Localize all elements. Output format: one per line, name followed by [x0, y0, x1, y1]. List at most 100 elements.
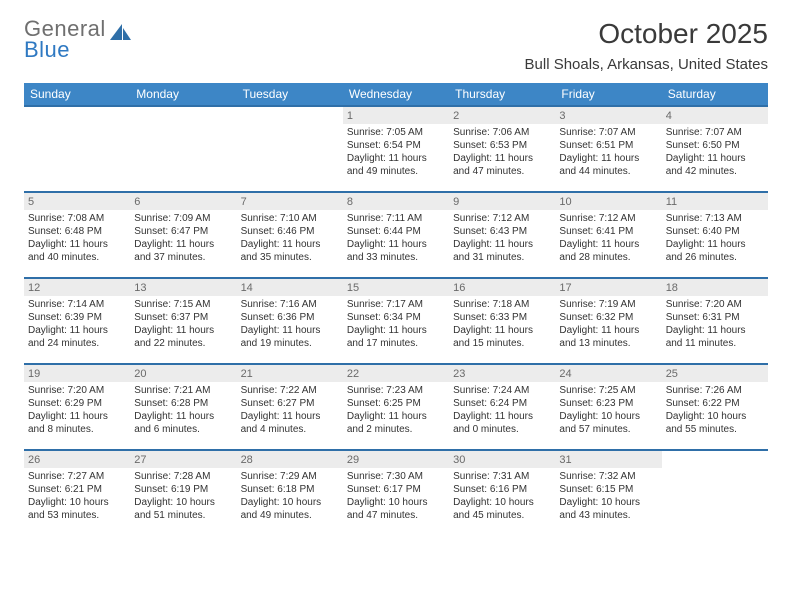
calendar-day-cell: 6Sunrise: 7:09 AMSunset: 6:47 PMDaylight… [130, 191, 236, 277]
daylight-line: Daylight: 10 hours and 47 minutes. [347, 496, 445, 522]
sunset-line: Sunset: 6:27 PM [241, 397, 339, 410]
daylight-line: Daylight: 10 hours and 57 minutes. [559, 410, 657, 436]
daylight-line: Daylight: 11 hours and 19 minutes. [241, 324, 339, 350]
weekday-header: Sunday [24, 83, 130, 105]
day-number: 25 [666, 368, 678, 380]
day-number: 4 [666, 110, 672, 122]
calendar-day-cell: 4Sunrise: 7:07 AMSunset: 6:50 PMDaylight… [662, 105, 768, 191]
sunrise-line: Sunrise: 7:28 AM [134, 470, 232, 483]
day-number: 8 [347, 196, 353, 208]
day-number: 3 [559, 110, 565, 122]
weekday-header: Monday [130, 83, 236, 105]
calendar-day-cell: 9Sunrise: 7:12 AMSunset: 6:43 PMDaylight… [449, 191, 555, 277]
daylight-line: Daylight: 11 hours and 31 minutes. [453, 238, 551, 264]
daylight-line: Daylight: 11 hours and 2 minutes. [347, 410, 445, 436]
sunset-line: Sunset: 6:16 PM [453, 483, 551, 496]
day-number: 16 [453, 282, 465, 294]
sunrise-line: Sunrise: 7:16 AM [241, 298, 339, 311]
calendar-day-cell: 29Sunrise: 7:30 AMSunset: 6:17 PMDayligh… [343, 449, 449, 535]
calendar-day-cell: 10Sunrise: 7:12 AMSunset: 6:41 PMDayligh… [555, 191, 661, 277]
sunrise-line: Sunrise: 7:17 AM [347, 298, 445, 311]
calendar-day-cell: 18 Sunrise: 7:20 AMSunset: 6:31 PMDayligh… [662, 277, 768, 363]
day-number: 18 [666, 282, 678, 294]
calendar-day-cell: 1Sunrise: 7:05 AMSunset: 6:54 PMDaylight… [343, 105, 449, 191]
calendar-week-row: 5Sunrise: 7:08 AMSunset: 6:48 PMDaylight… [24, 191, 768, 277]
sunrise-line: Sunrise: 7:20 AM [666, 298, 764, 311]
day-number: 17 [559, 282, 571, 294]
day-number: 9 [453, 196, 459, 208]
day-number: 7 [241, 196, 247, 208]
day-number: 21 [241, 368, 253, 380]
daylight-line: Daylight: 11 hours and 42 minutes. [666, 152, 764, 178]
day-number: 23 [453, 368, 465, 380]
daylight-line: Daylight: 11 hours and 26 minutes. [666, 238, 764, 264]
daylight-line: Daylight: 11 hours and 22 minutes. [134, 324, 232, 350]
sunrise-line: Sunrise: 7:24 AM [453, 384, 551, 397]
sunrise-line: Sunrise: 7:11 AM [347, 212, 445, 225]
day-number: 28 [241, 454, 253, 466]
sunset-line: Sunset: 6:19 PM [134, 483, 232, 496]
calendar-day-cell [130, 105, 236, 191]
calendar-day-cell: 8Sunrise: 7:11 AMSunset: 6:44 PMDaylight… [343, 191, 449, 277]
daylight-line: Daylight: 10 hours and 43 minutes. [559, 496, 657, 522]
day-number: 30 [453, 454, 465, 466]
day-number: 6 [134, 196, 140, 208]
sunset-line: Sunset: 6:17 PM [347, 483, 445, 496]
sunset-line: Sunset: 6:23 PM [559, 397, 657, 410]
month-title: October 2025 [525, 18, 768, 50]
daylight-line: Daylight: 11 hours and 8 minutes. [28, 410, 126, 436]
sunrise-line: Sunrise: 7:08 AM [28, 212, 126, 225]
calendar-day-cell: 30Sunrise: 7:31 AMSunset: 6:16 PMDayligh… [449, 449, 555, 535]
calendar-day-cell: 20Sunrise: 7:21 AMSunset: 6:28 PMDayligh… [130, 363, 236, 449]
daylight-line: Daylight: 11 hours and 11 minutes. [666, 324, 764, 350]
sunset-line: Sunset: 6:31 PM [666, 311, 764, 324]
sunset-line: Sunset: 6:47 PM [134, 225, 232, 238]
daylight-line: Daylight: 11 hours and 33 minutes. [347, 238, 445, 264]
sunset-line: Sunset: 6:33 PM [453, 311, 551, 324]
sunset-line: Sunset: 6:32 PM [559, 311, 657, 324]
calendar-week-row: 26Sunrise: 7:27 AMSunset: 6:21 PMDayligh… [24, 449, 768, 535]
sunset-line: Sunset: 6:37 PM [134, 311, 232, 324]
weekday-header: Thursday [449, 83, 555, 105]
brand-sail-icon [110, 24, 132, 47]
location-text: Bull Shoals, Arkansas, United States [525, 56, 768, 73]
weekday-header: Friday [555, 83, 661, 105]
daylight-line: Daylight: 10 hours and 51 minutes. [134, 496, 232, 522]
calendar-day-cell: 25Sunrise: 7:26 AMSunset: 6:22 PMDayligh… [662, 363, 768, 449]
sunset-line: Sunset: 6:36 PM [241, 311, 339, 324]
sunset-line: Sunset: 6:41 PM [559, 225, 657, 238]
sunrise-line: Sunrise: 7:13 AM [666, 212, 764, 225]
day-number: 26 [28, 454, 40, 466]
sunset-line: Sunset: 6:39 PM [28, 311, 126, 324]
sunrise-line: Sunrise: 7:12 AM [453, 212, 551, 225]
day-number: 27 [134, 454, 146, 466]
sunset-line: Sunset: 6:51 PM [559, 139, 657, 152]
calendar-day-cell: 14Sunrise: 7:16 AMSunset: 6:36 PMDayligh… [237, 277, 343, 363]
sunset-line: Sunset: 6:34 PM [347, 311, 445, 324]
brand-word-2: Blue [24, 39, 106, 61]
weekday-header-row: SundayMondayTuesdayWednesdayThursdayFrid… [24, 83, 768, 105]
calendar-day-cell: 16Sunrise: 7:18 AMSunset: 6:33 PMDayligh… [449, 277, 555, 363]
calendar-day-cell: 31Sunrise: 7:32 AMSunset: 6:15 PMDayligh… [555, 449, 661, 535]
daylight-line: Daylight: 11 hours and 24 minutes. [28, 324, 126, 350]
calendar-day-cell: 7Sunrise: 7:10 AMSunset: 6:46 PMDaylight… [237, 191, 343, 277]
calendar-day-cell: 26Sunrise: 7:27 AMSunset: 6:21 PMDayligh… [24, 449, 130, 535]
sunset-line: Sunset: 6:15 PM [559, 483, 657, 496]
weekday-header: Wednesday [343, 83, 449, 105]
calendar-day-cell: 2Sunrise: 7:06 AMSunset: 6:53 PMDaylight… [449, 105, 555, 191]
calendar-day-cell: 15Sunrise: 7:17 AMSunset: 6:34 PMDayligh… [343, 277, 449, 363]
day-number: 12 [28, 282, 40, 294]
calendar-day-cell: 5Sunrise: 7:08 AMSunset: 6:48 PMDaylight… [24, 191, 130, 277]
calendar-day-cell: 23Sunrise: 7:24 AMSunset: 6:24 PMDayligh… [449, 363, 555, 449]
calendar-week-row: 12Sunrise: 7:14 AMSunset: 6:39 PMDayligh… [24, 277, 768, 363]
sunrise-line: Sunrise: 7:07 AM [666, 126, 764, 139]
daylight-line: Daylight: 11 hours and 15 minutes. [453, 324, 551, 350]
day-number: 2 [453, 110, 459, 122]
day-number: 31 [559, 454, 571, 466]
sunset-line: Sunset: 6:22 PM [666, 397, 764, 410]
sunrise-line: Sunrise: 7:26 AM [666, 384, 764, 397]
title-block: October 2025 Bull Shoals, Arkansas, Unit… [525, 18, 768, 73]
daylight-line: Daylight: 11 hours and 6 minutes. [134, 410, 232, 436]
sunrise-line: Sunrise: 7:12 AM [559, 212, 657, 225]
daylight-line: Daylight: 11 hours and 35 minutes. [241, 238, 339, 264]
